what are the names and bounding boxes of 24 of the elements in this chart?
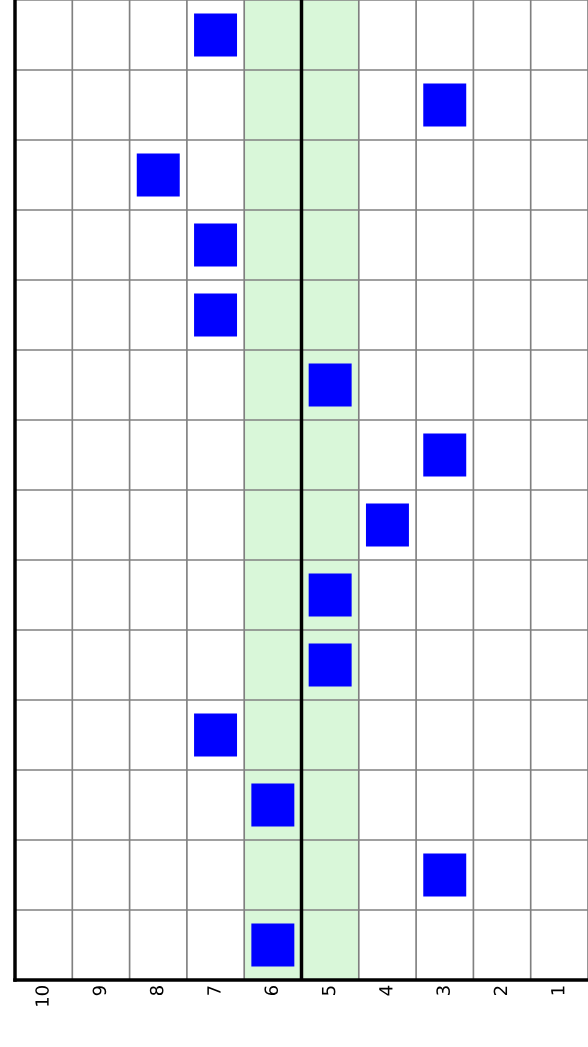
- point: [194, 293, 238, 337]
- point: [308, 643, 352, 687]
- point: [136, 153, 180, 197]
- point: [194, 13, 238, 57]
- point: [308, 363, 352, 407]
- x-tick-label: 8: [149, 986, 164, 996]
- point: [423, 83, 467, 127]
- point: [423, 433, 467, 477]
- x-tick-label: 7: [207, 986, 221, 995]
- x-tick-label: 1: [551, 986, 565, 995]
- point: [308, 573, 352, 617]
- x-tick-label: 4: [379, 985, 393, 996]
- point: [194, 223, 238, 267]
- x-tick-label: 9: [92, 986, 107, 996]
- x-tick-label: 10: [35, 986, 49, 1006]
- x-tick-label: 2: [493, 986, 508, 996]
- x-tick-label: 3: [436, 986, 450, 995]
- point: [365, 503, 409, 547]
- point: [423, 853, 467, 897]
- point: [194, 713, 238, 757]
- x-tick-label: 6: [264, 986, 279, 996]
- point: [251, 783, 295, 827]
- point: [251, 923, 295, 967]
- x-tick-label: 5: [321, 986, 336, 995]
